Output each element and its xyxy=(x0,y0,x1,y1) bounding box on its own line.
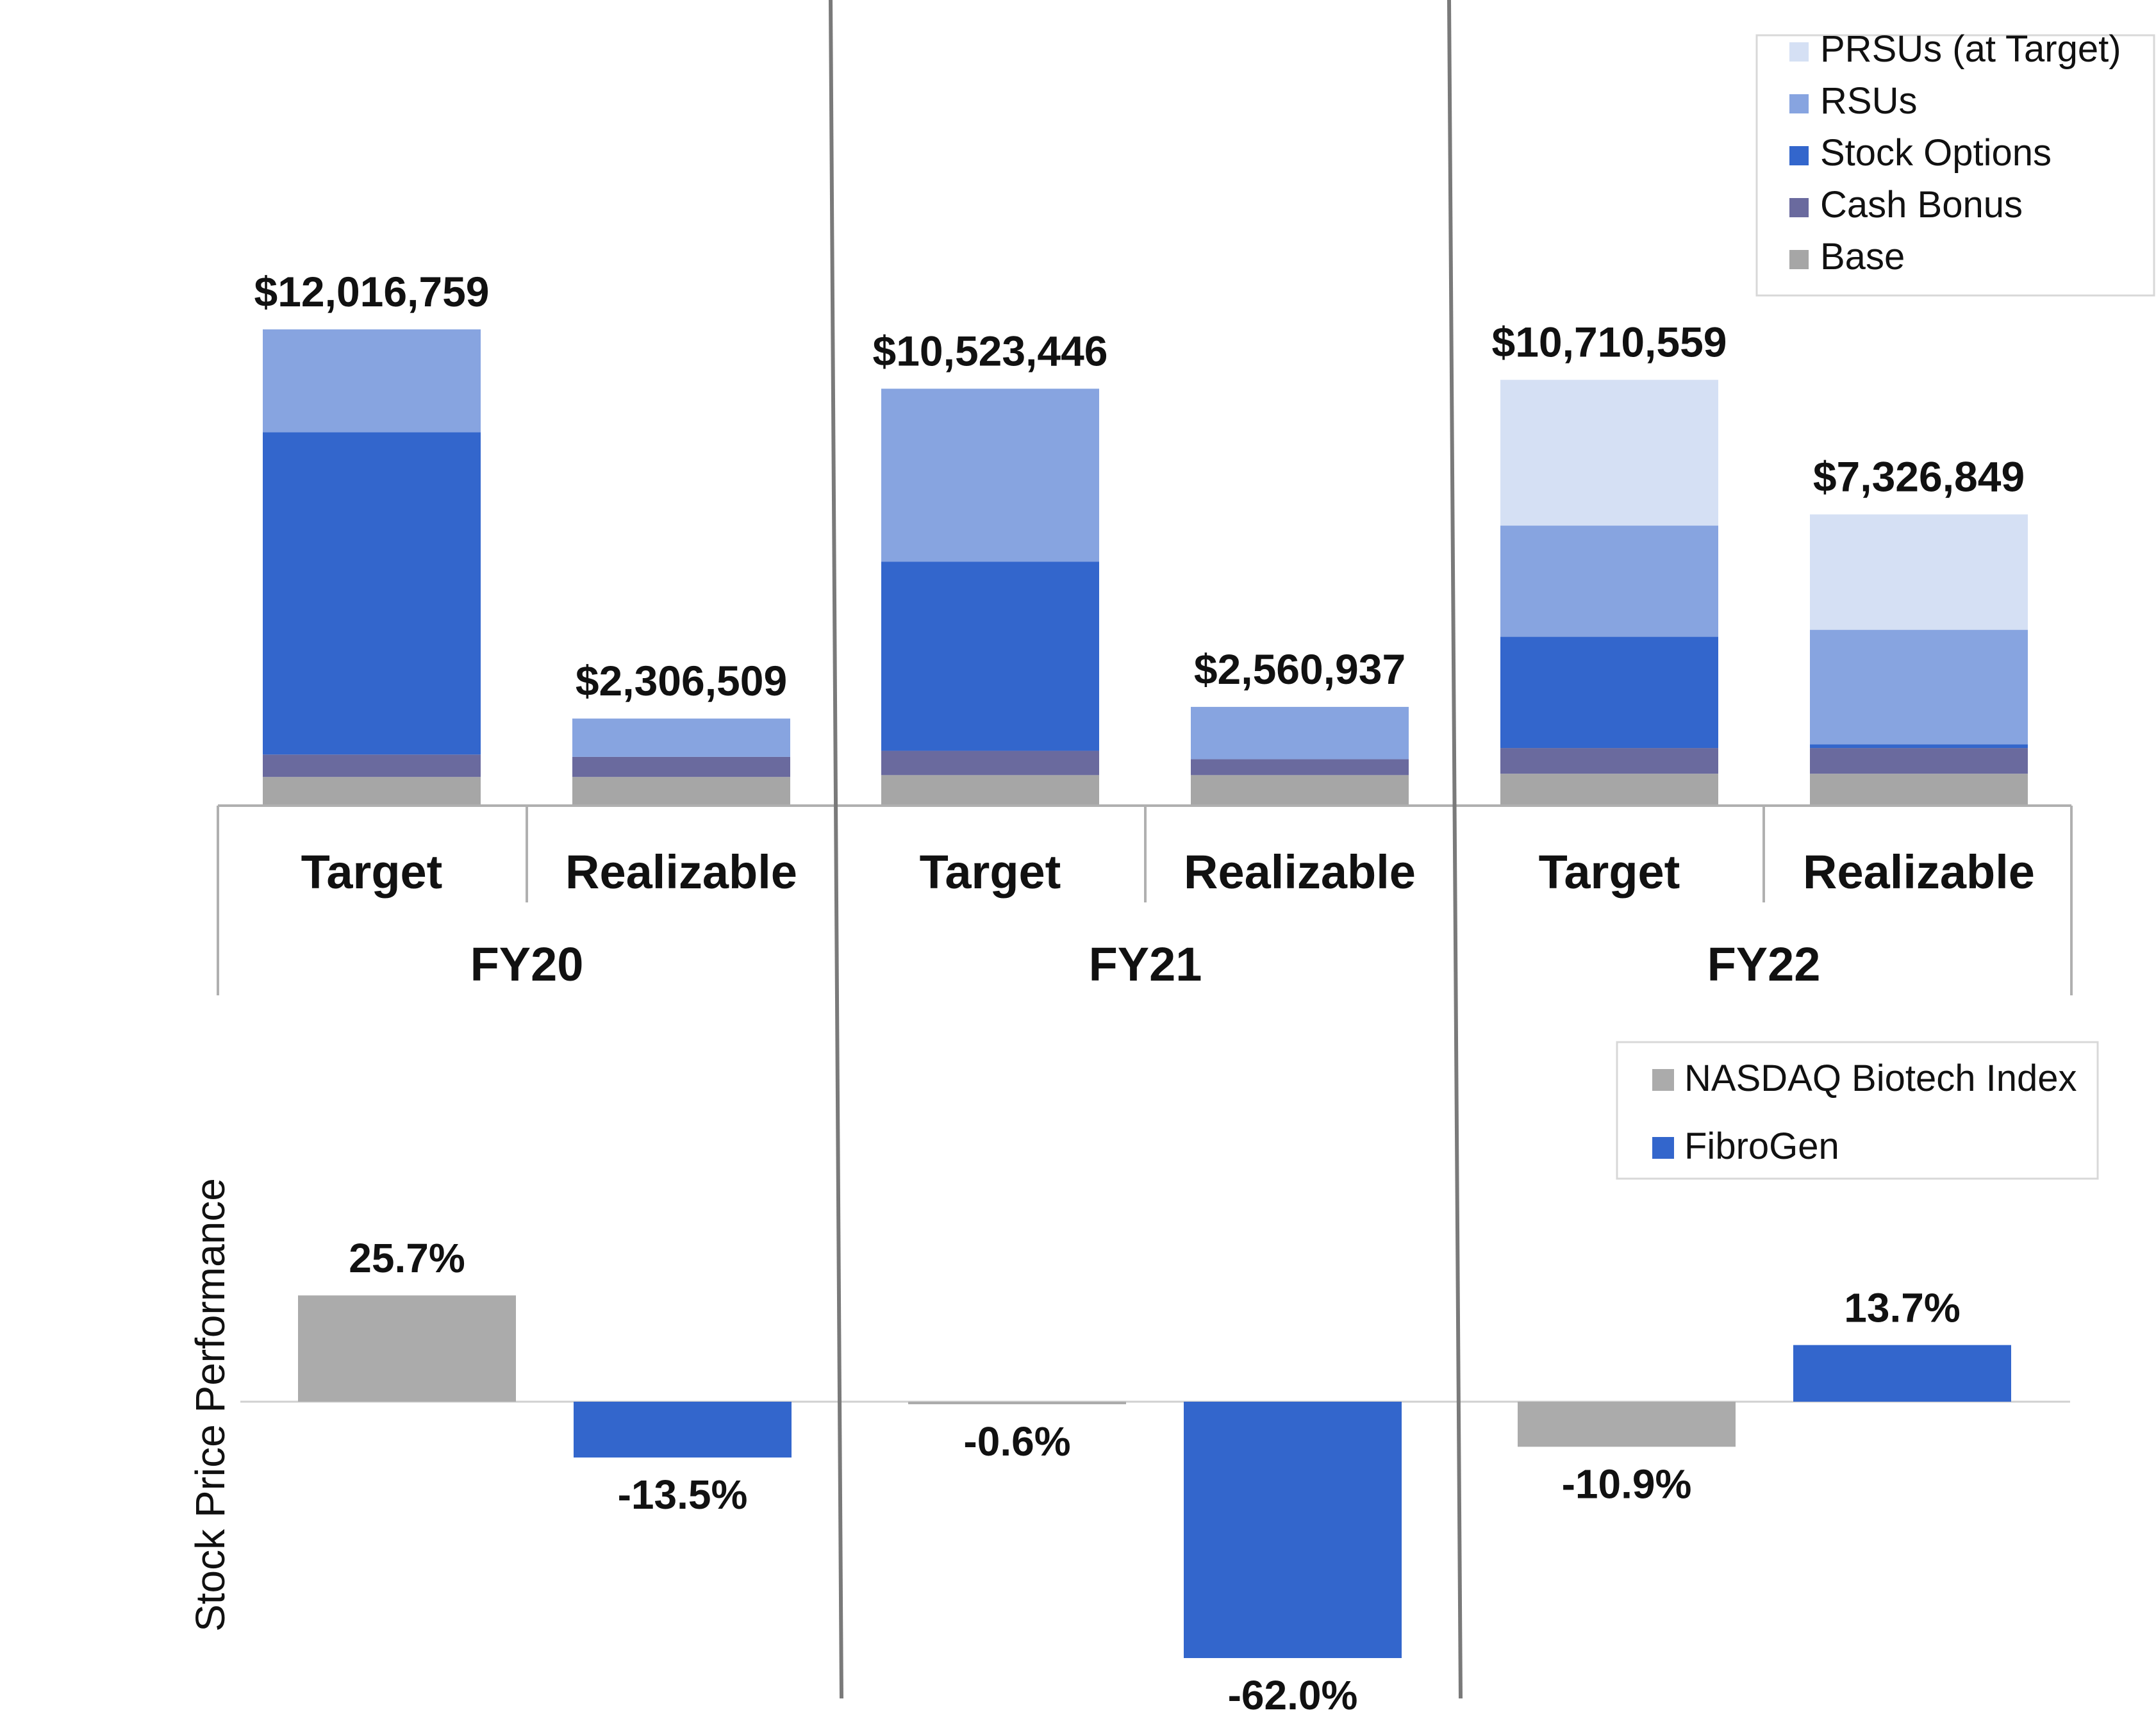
bar-fy20-realizable-base-segment xyxy=(572,777,790,805)
bar-fy20-target-rsus-segment xyxy=(263,329,481,433)
legend-swatch-base xyxy=(1789,250,1809,269)
group-label-fy22: FY22 xyxy=(1707,938,1821,991)
section-divider-fy20-fy21 xyxy=(829,0,843,1699)
category-label-fy22-realizable: Realizable xyxy=(1803,845,2035,899)
perf-label-fibrogen-fy22: 13.7% xyxy=(1844,1285,1960,1331)
legend-box-performance xyxy=(1616,1041,2099,1180)
total-label-fy21-realizable: $2,560,937 xyxy=(1194,645,1406,693)
legend-label-prsus: PRSUs (at Target) xyxy=(1820,28,2121,70)
perf-bar-nasdaq-biotech-index-fy20 xyxy=(298,1295,516,1402)
legend-label-base: Base xyxy=(1820,236,1905,278)
category-label-fy21-target: Target xyxy=(920,845,1061,899)
bar-fy22-target-cash-segment xyxy=(1500,748,1718,774)
perf-label-nasdaq-biotech-index-fy20: 25.7% xyxy=(349,1235,465,1281)
group-label-fy21: FY21 xyxy=(1089,938,1202,991)
total-label-fy22-target: $10,710,559 xyxy=(1491,319,1727,366)
legend-swatch-rsus xyxy=(1789,94,1809,113)
bar-fy21-target-cash-segment xyxy=(881,751,1099,776)
bar-fy22-realizable-base-segment xyxy=(1810,774,2028,805)
bar-fy22-realizable-cash-segment xyxy=(1810,748,2028,774)
bar-fy22-target-rsus-segment xyxy=(1500,526,1718,637)
bar-fy20-target-cash-segment xyxy=(263,754,481,777)
perf-label-fibrogen-fy20: -13.5% xyxy=(618,1472,748,1518)
legend-label-cash: Cash Bonus xyxy=(1820,184,2023,226)
bar-fy22-target-prsus-segment xyxy=(1500,379,1718,526)
bar-fy22-target-base-segment xyxy=(1500,774,1718,805)
bar-fy22-target-options-segment xyxy=(1500,636,1718,749)
perf-bar-nasdaq-biotech-index-fy21 xyxy=(908,1402,1126,1404)
bar-fy20-realizable-cash-segment xyxy=(572,756,790,777)
legend-swatch-prsus xyxy=(1789,42,1809,62)
perf-bar-nasdaq-biotech-index-fy22 xyxy=(1518,1402,1736,1447)
bar-fy21-realizable-rsus-segment xyxy=(1191,706,1409,759)
perf-label-fibrogen-fy21: -62.0% xyxy=(1228,1672,1358,1718)
category-label-fy20-target: Target xyxy=(301,845,443,899)
bar-fy22-realizable-options-segment xyxy=(1810,744,2028,749)
legend-label-nasdaq-biotech-index: NASDAQ Biotech Index xyxy=(1684,1058,2077,1099)
category-label-fy21-realizable: Realizable xyxy=(1184,845,1416,899)
bar-fy22-realizable-rsus-segment xyxy=(1810,629,2028,745)
legend-swatch-options xyxy=(1789,146,1809,165)
bar-fy20-realizable-rsus-segment xyxy=(572,718,790,757)
legend-swatch-cash xyxy=(1789,198,1809,217)
legend-box-compensation xyxy=(1755,34,2155,297)
perf-bar-fibrogen-fy22 xyxy=(1793,1345,2011,1402)
perf-bar-fibrogen-fy20 xyxy=(574,1402,792,1458)
legend-label-options: Stock Options xyxy=(1820,132,2052,174)
bar-fy20-target-base-segment xyxy=(263,777,481,805)
bar-fy21-target-base-segment xyxy=(881,775,1099,805)
bar-fy21-target-rsus-segment xyxy=(881,388,1099,562)
bar-fy21-realizable-cash-segment xyxy=(1191,759,1409,776)
bar-fy22-realizable-prsus-segment xyxy=(1810,514,2028,630)
legend-swatch-nasdaq-biotech-index xyxy=(1652,1069,1674,1091)
total-label-fy22-realizable: $7,326,849 xyxy=(1813,453,2025,501)
category-label-fy20-realizable: Realizable xyxy=(565,845,797,899)
bar-fy20-target-options-segment xyxy=(263,432,481,755)
group-label-fy20: FY20 xyxy=(470,938,584,991)
total-label-fy20-realizable: $2,306,509 xyxy=(576,657,787,704)
section-divider-fy21-fy22 xyxy=(1447,0,1463,1699)
performance-y-axis-label: Stock Price Performance xyxy=(187,1178,233,1632)
legend-swatch-fibrogen xyxy=(1652,1137,1674,1159)
bar-fy21-realizable-base-segment xyxy=(1191,775,1409,805)
perf-label-nasdaq-biotech-index-fy21: -0.6% xyxy=(963,1418,1070,1465)
legend-label-fibrogen: FibroGen xyxy=(1684,1125,1839,1167)
perf-bar-fibrogen-fy21 xyxy=(1184,1402,1402,1658)
category-label-fy22-target: Target xyxy=(1539,845,1680,899)
total-label-fy21-target: $10,523,446 xyxy=(872,327,1107,374)
perf-label-nasdaq-biotech-index-fy22: -10.9% xyxy=(1562,1461,1692,1507)
legend-label-rsus: RSUs xyxy=(1820,80,1917,122)
total-label-fy20-target: $12,016,759 xyxy=(254,268,489,315)
bar-fy21-target-options-segment xyxy=(881,561,1099,751)
